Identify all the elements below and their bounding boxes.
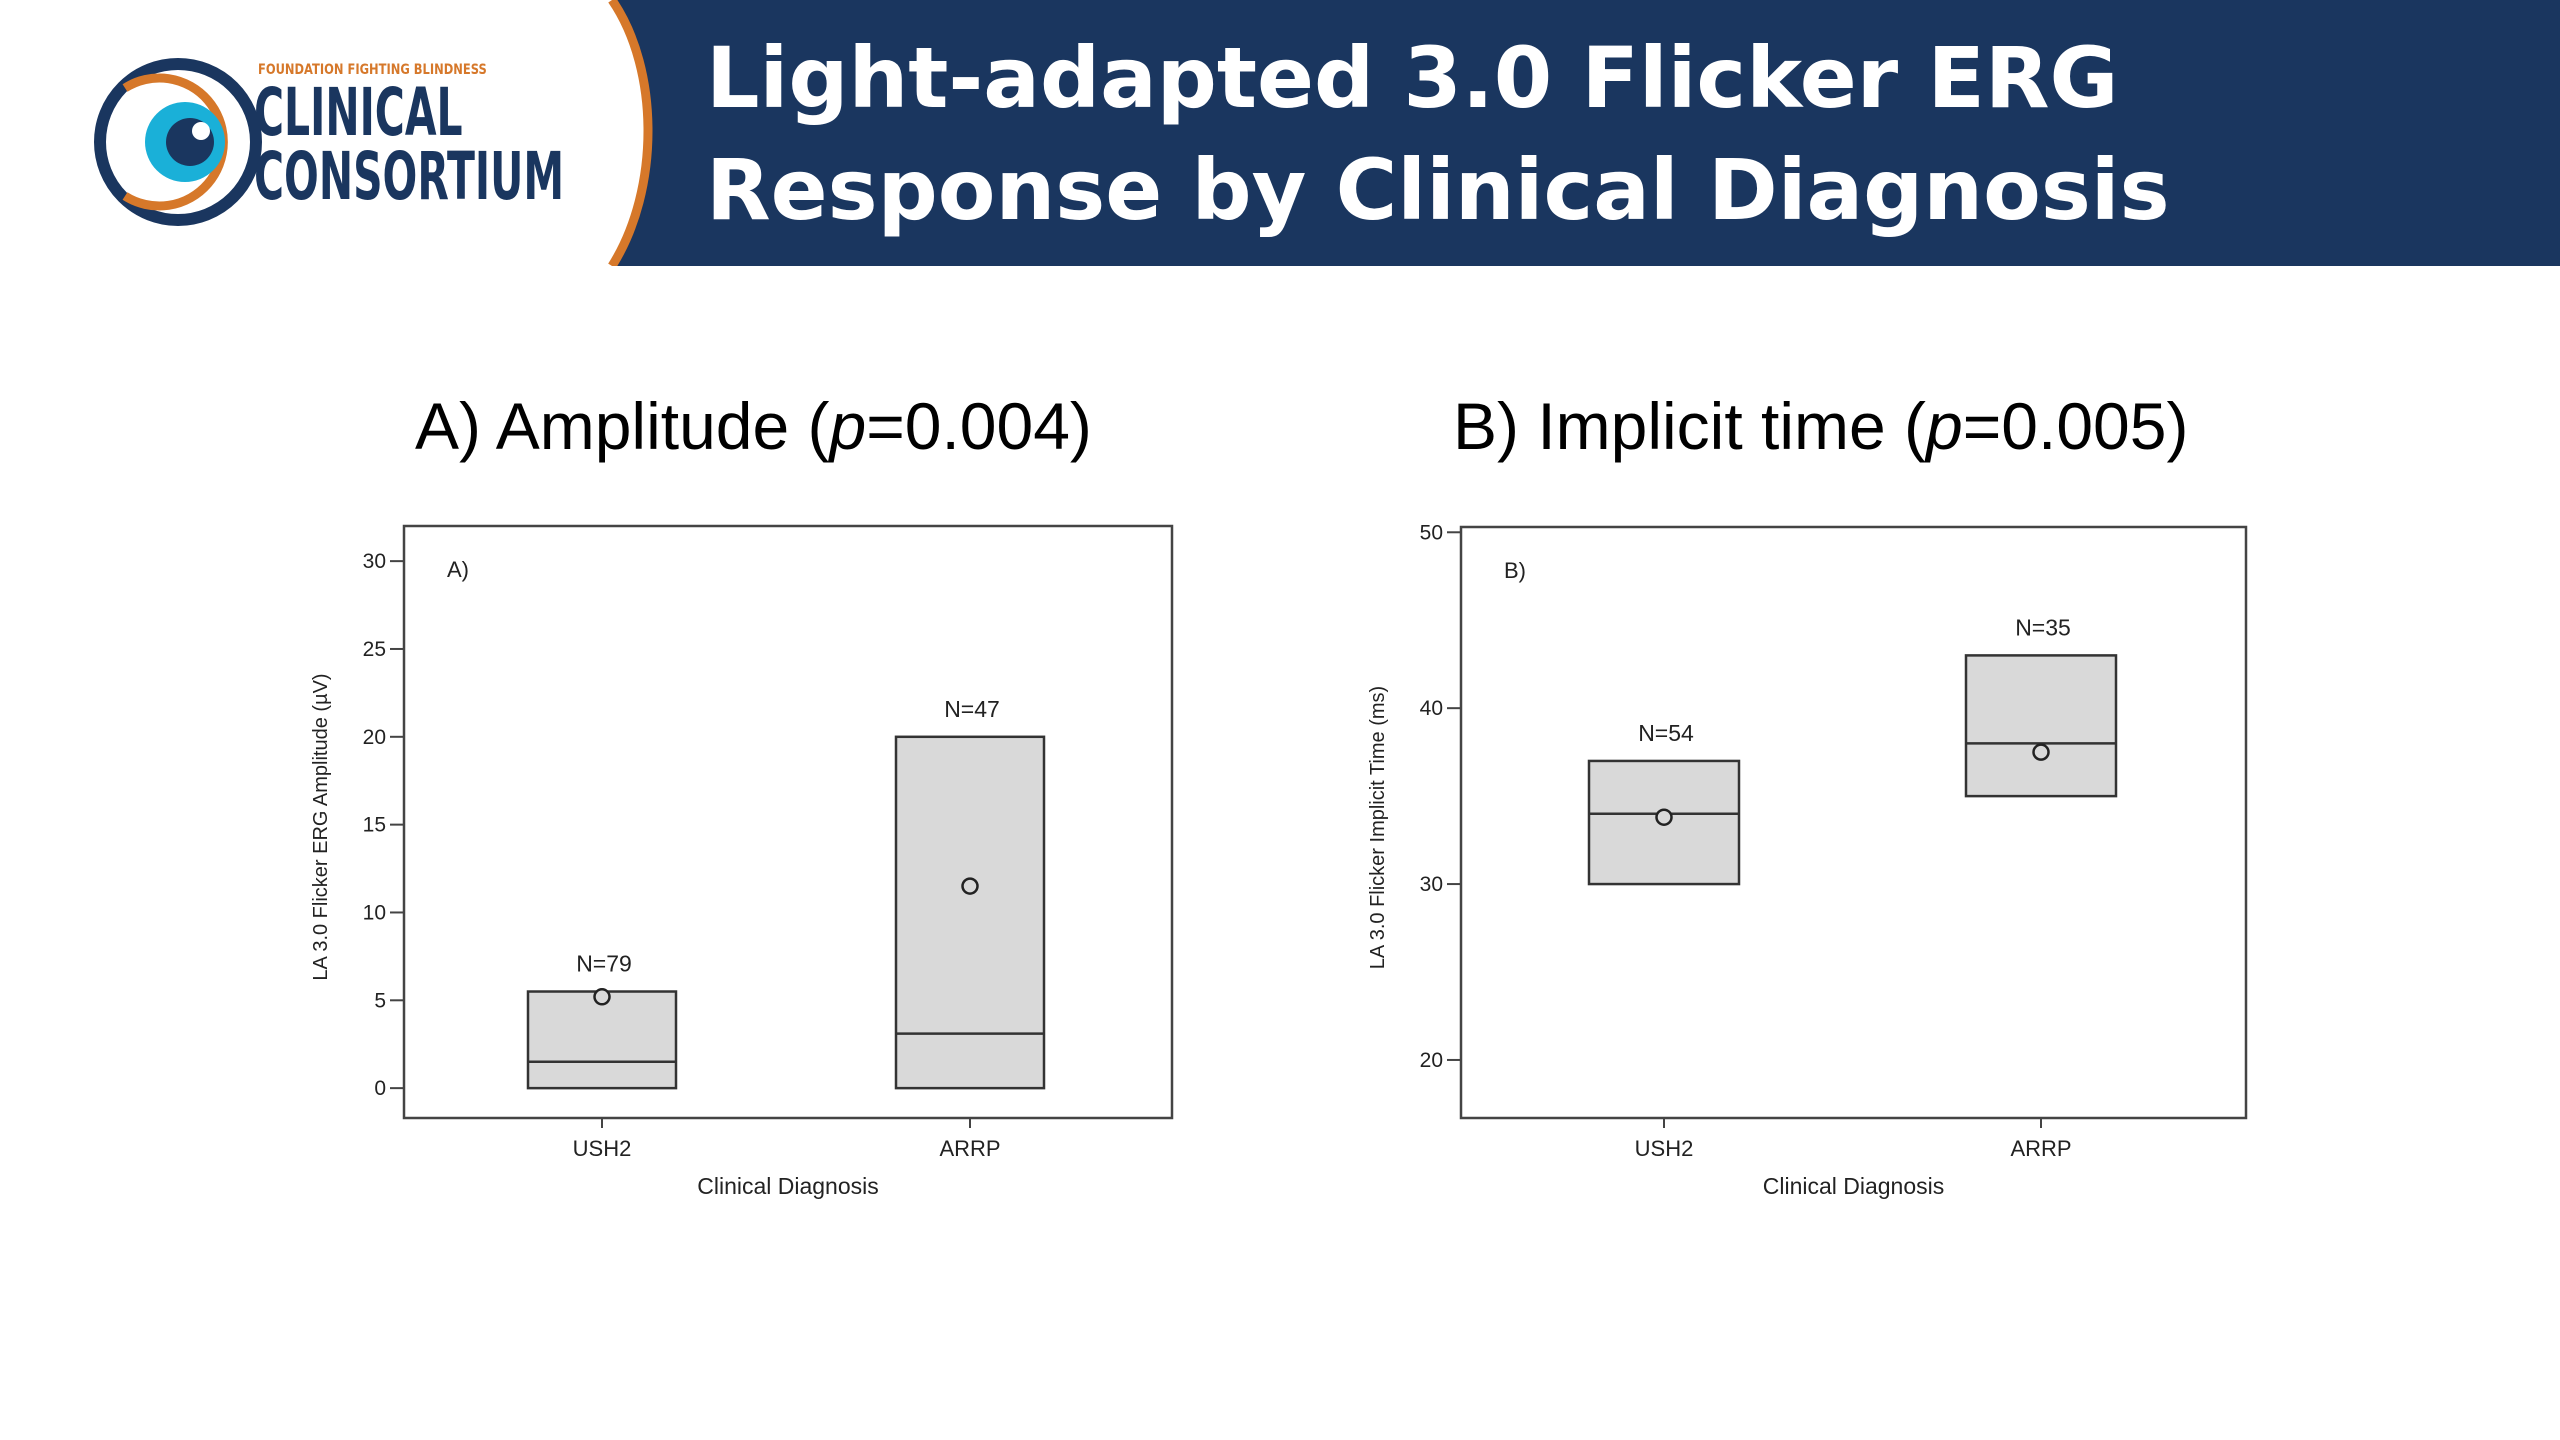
logo-line-consortium: CONSORTIUM: [254, 138, 565, 215]
panel-a-title-suffix: =0.004): [866, 389, 1092, 463]
logo-line-clinical: CLINICAL: [254, 74, 463, 151]
eye-outer-ring: [94, 58, 262, 226]
x-tick-label: ARRP: [2010, 1136, 2071, 1161]
slide-title-line2: Response by Clinical Diagnosis: [706, 141, 2170, 239]
logo-graphic: [0, 0, 653, 266]
n-label: N=35: [2015, 614, 2071, 640]
y-tick-label: 30: [363, 550, 386, 573]
x-axis-label: Clinical Diagnosis: [1763, 1173, 1945, 1199]
y-tick-label: 10: [363, 901, 386, 924]
eye-highlight: [192, 122, 210, 140]
box-arrp: [1964, 654, 2118, 798]
y-tick-label: 20: [1420, 1049, 1443, 1072]
mean-marker: [1655, 808, 1673, 826]
y-tick-label: 5: [374, 989, 386, 1012]
plot-frame: [1459, 525, 2248, 1120]
panel-label: B): [1504, 558, 1526, 583]
logo-orange-swoosh: [608, 0, 653, 266]
n-label: N=79: [576, 951, 632, 977]
y-tick-label: 30: [1420, 873, 1443, 896]
panel-label: A): [447, 557, 469, 582]
box-arrp: [894, 735, 1046, 1090]
y-tick-label: 20: [363, 726, 386, 749]
y-tick-label: 25: [363, 638, 386, 661]
mean-marker: [593, 988, 611, 1006]
x-tick-label: USH2: [573, 1136, 632, 1161]
x-tick-label: ARRP: [939, 1136, 1000, 1161]
mean-marker: [961, 877, 979, 895]
y-tick-label: 0: [374, 1077, 386, 1100]
x-tick-label: USH2: [1635, 1136, 1694, 1161]
mean-marker: [2032, 743, 2050, 761]
y-tick-label: 40: [1420, 697, 1443, 720]
panel-b-title-suffix: =0.005): [1962, 389, 2189, 463]
logo: FOUNDATION FIGHTING BLINDNESS CLINICAL C…: [0, 0, 2560, 266]
n-label: N=47: [944, 696, 1000, 722]
y-axis-label: LA 3.0 Flicker Implicit Time (ms): [1367, 686, 1389, 969]
y-tick-label: 15: [363, 814, 386, 837]
plot-frame: [402, 524, 1174, 1120]
y-axis-label: LA 3.0 Flicker ERG Amplitude (µV): [310, 673, 332, 980]
panel-a-title-p: p: [829, 389, 867, 463]
slide-title: Light-adapted 3.0 Flicker ERG Response b…: [706, 22, 2170, 246]
panel-a-title-prefix: A) Amplitude (: [415, 389, 830, 463]
x-axis-label: Clinical Diagnosis: [697, 1173, 879, 1199]
logo-org-line: FOUNDATION FIGHTING BLINDNESS: [258, 62, 487, 78]
slide-title-line1: Light-adapted 3.0 Flicker ERG: [706, 29, 2119, 127]
panel-b-title: B) Implicit time (p=0.005): [1453, 388, 2188, 464]
panel-b-title-prefix: B) Implicit time (: [1453, 389, 1927, 463]
panel-b-title-p: p: [1926, 389, 1963, 463]
box-ush2: [526, 990, 678, 1090]
n-label: N=54: [1638, 720, 1694, 746]
panel-a-title: A) Amplitude (p=0.004): [415, 388, 1092, 464]
y-tick-label: 50: [1420, 521, 1443, 544]
